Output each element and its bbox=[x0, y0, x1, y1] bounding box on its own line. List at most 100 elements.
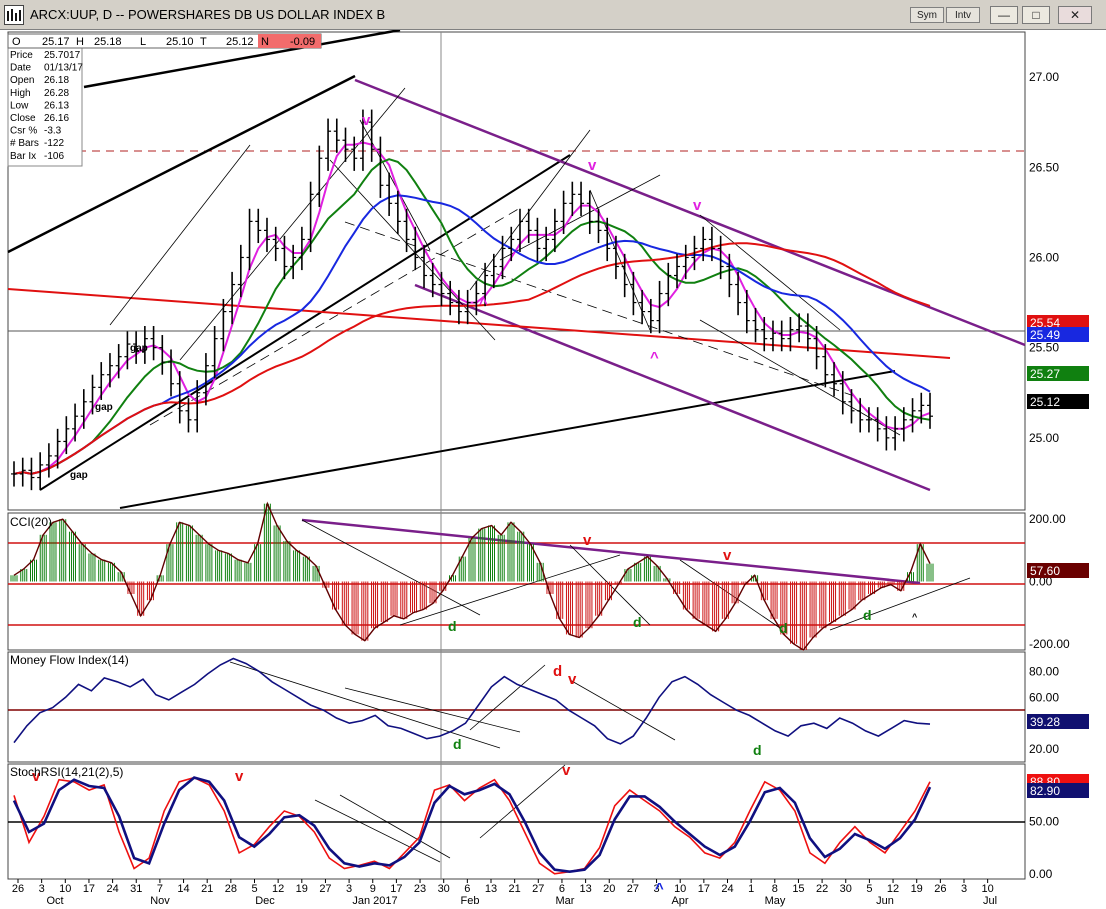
x-month-label: Jun bbox=[876, 895, 894, 907]
x-tick-label: 5 bbox=[866, 883, 872, 895]
price-bars bbox=[11, 109, 933, 491]
price-last-value-box bbox=[1027, 327, 1089, 342]
x-month-label: Jan 2017 bbox=[352, 895, 397, 907]
x-tick-label: 17 bbox=[83, 883, 95, 895]
chart-app-icon bbox=[4, 5, 24, 25]
x-tick-label: 10 bbox=[674, 883, 686, 895]
mfi-last-value: 39.28 bbox=[1030, 715, 1060, 729]
data-window-value: -106 bbox=[44, 151, 64, 162]
stoch-d-last-value: 82.90 bbox=[1030, 784, 1060, 798]
price-last-value-box bbox=[1027, 394, 1089, 409]
x-month-label: Apr bbox=[671, 895, 688, 907]
price-last-value: 25.49 bbox=[1030, 328, 1060, 342]
cci-d-marker: d bbox=[863, 607, 872, 623]
stoch-d-last-value-box bbox=[1027, 783, 1089, 798]
x-tick-label: 22 bbox=[816, 883, 828, 895]
x-tick-label: 20 bbox=[603, 883, 615, 895]
data-window-label: High bbox=[10, 88, 31, 99]
top-marker-v: v bbox=[362, 112, 371, 129]
x-tick-label: 9 bbox=[370, 883, 376, 895]
x-tick-label: 13 bbox=[579, 883, 591, 895]
data-window-value: -3.3 bbox=[44, 126, 62, 137]
x-tick-label: 1 bbox=[748, 883, 754, 895]
x-tick-label: 30 bbox=[840, 883, 852, 895]
x-tick-label: 6 bbox=[464, 883, 470, 895]
data-window-label: Date bbox=[10, 63, 32, 74]
x-month-label: May bbox=[765, 895, 786, 907]
x-tick-label: 23 bbox=[414, 883, 426, 895]
ohlc-o-label: O bbox=[12, 36, 21, 48]
price-y-tick: 26.50 bbox=[1029, 160, 1059, 174]
price-y-tick: 26.00 bbox=[1029, 250, 1059, 264]
x-tick-label: 7 bbox=[157, 883, 163, 895]
ohlc-l-value: 25.10 bbox=[166, 36, 194, 48]
ohlc-h-label: H bbox=[76, 36, 84, 48]
x-tick-label: 19 bbox=[296, 883, 308, 895]
stoch-y-tick: 50.00 bbox=[1029, 815, 1059, 829]
ohlc-t-value: 25.12 bbox=[226, 36, 254, 48]
cci-d-marker: d bbox=[448, 618, 457, 634]
stoch-v-marker: v bbox=[235, 768, 244, 785]
maximize-icon[interactable]: □ bbox=[1022, 6, 1050, 24]
cci-last-value: 57.60 bbox=[1030, 564, 1060, 578]
intv-button[interactable]: Intv bbox=[946, 7, 980, 23]
bottom-marker-caret: ^ bbox=[479, 295, 488, 312]
x-month-label: Mar bbox=[556, 895, 575, 907]
mfi-last-value-box bbox=[1027, 714, 1089, 729]
ohlc-t-label: T bbox=[200, 36, 207, 48]
data-window-value: 01/13/17 bbox=[44, 63, 83, 74]
stochrsi-lines bbox=[12, 776, 932, 875]
x-tick-label: 30 bbox=[438, 883, 450, 895]
ma-magenta-line bbox=[13, 141, 931, 475]
x-tick-label: 8 bbox=[772, 883, 778, 895]
mfi-d-marker: d bbox=[553, 663, 562, 680]
stoch-v-marker: v bbox=[32, 768, 41, 785]
mfi-panel bbox=[7, 651, 1026, 763]
cci-d-marker: d bbox=[779, 620, 788, 636]
ohlc-n-value: -0.09 bbox=[290, 36, 315, 48]
ohlc-o-value: 25.17 bbox=[42, 36, 70, 48]
mfi-d-marker: d bbox=[753, 742, 762, 758]
cci-y-tick: -200.00 bbox=[1029, 637, 1070, 651]
minimize-icon[interactable]: — bbox=[990, 6, 1018, 24]
mfi-y-tick: 80.00 bbox=[1029, 664, 1059, 678]
ohlc-l-label: L bbox=[140, 36, 146, 48]
price-y-tick: 27.00 bbox=[1029, 70, 1059, 84]
x-tick-label: 24 bbox=[106, 883, 118, 895]
x-tick-label: 3 bbox=[961, 883, 967, 895]
data-window-label: Bar Ix bbox=[10, 151, 36, 162]
x-tick-label: 10 bbox=[982, 883, 994, 895]
x-tick-label: 15 bbox=[792, 883, 804, 895]
stoch-caret-marker: ^ bbox=[655, 880, 664, 897]
x-month-label: Oct bbox=[46, 895, 63, 907]
sym-button[interactable]: Sym bbox=[910, 7, 944, 23]
close-icon[interactable]: ✕ bbox=[1058, 6, 1092, 24]
ohlc-h-value: 25.18 bbox=[94, 36, 122, 48]
x-tick-label: 26 bbox=[934, 883, 946, 895]
x-tick-label: 17 bbox=[698, 883, 710, 895]
data-window-value: 25.7017 bbox=[44, 50, 81, 61]
price-last-value: 25.54 bbox=[1030, 316, 1060, 330]
price-last-value-box bbox=[1027, 315, 1089, 330]
ma-red-line bbox=[13, 242, 931, 475]
mfi-d-marker: d bbox=[453, 736, 462, 752]
ohlc-strip: O 25.17 H 25.18 L 25.10 T 25.12 N -0.09 bbox=[7, 33, 322, 49]
x-tick-label: 27 bbox=[319, 883, 331, 895]
x-tick-label: 3 bbox=[39, 883, 45, 895]
mfi-title: Money Flow Index(14) bbox=[10, 653, 129, 667]
x-tick-label: 5 bbox=[251, 883, 257, 895]
x-tick-label: 3 bbox=[653, 883, 659, 895]
x-tick-label: 27 bbox=[627, 883, 639, 895]
x-tick-label: 26 bbox=[12, 883, 24, 895]
price-last-value-box bbox=[1027, 366, 1089, 381]
data-window-label: Low bbox=[10, 100, 29, 111]
cci-histogram bbox=[10, 501, 934, 651]
gap-label: gap bbox=[130, 343, 148, 354]
title-bar: ARCX:UUP, D -- POWERSHARES DB US DOLLAR … bbox=[0, 0, 1106, 30]
x-tick-label: 14 bbox=[177, 883, 189, 895]
x-month-label: Nov bbox=[150, 895, 170, 907]
price-last-value: 25.27 bbox=[1030, 367, 1060, 381]
data-window-value: -122 bbox=[44, 138, 64, 149]
